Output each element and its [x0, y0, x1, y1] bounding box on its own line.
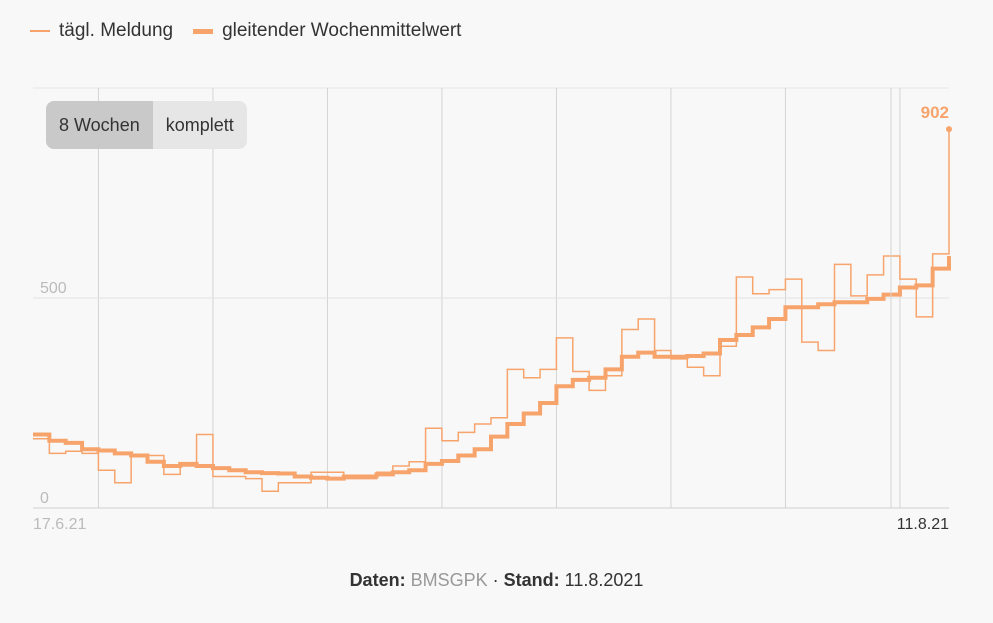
last-value-label: 902 — [921, 103, 949, 122]
series-line-daily — [33, 129, 950, 492]
range-toggle: 8 Wochen komplett — [46, 101, 247, 149]
legend-item-daily[interactable]: tägl. Meldung — [30, 20, 173, 42]
legend-item-average[interactable]: gleitender Wochenmittelwert — [193, 20, 461, 42]
series-line-weekly-average — [33, 256, 951, 481]
x-tick-label-start: 17.6.21 — [33, 516, 86, 533]
legend-swatch-daily — [30, 30, 50, 32]
toggle-8-weeks-button[interactable]: 8 Wochen — [46, 101, 153, 149]
footer-stand-label: Stand: — [503, 570, 560, 590]
legend-label-average: gleitender Wochenmittelwert — [222, 20, 462, 41]
legend-swatch-average — [193, 28, 214, 34]
y-tick-label: 500 — [40, 280, 67, 297]
y-tick-label: 0 — [40, 490, 49, 507]
x-tick-label-end: 11.8.21 — [897, 516, 949, 533]
last-value-point — [946, 126, 952, 133]
footer-separator: · — [492, 570, 499, 590]
chart-footer: Daten: BMSGPK · Stand: 11.8.2021 — [0, 570, 993, 591]
chart-legend: tägl. Meldung gleitender Wochenmittelwer… — [30, 20, 461, 42]
footer-data-label: Daten: — [349, 570, 406, 590]
footer-stand-value: 11.8.2021 — [564, 570, 644, 590]
legend-label-daily: tägl. Meldung — [59, 20, 174, 41]
toggle-complete-button[interactable]: komplett — [153, 101, 247, 149]
footer-source[interactable]: BMSGPK — [410, 570, 488, 590]
